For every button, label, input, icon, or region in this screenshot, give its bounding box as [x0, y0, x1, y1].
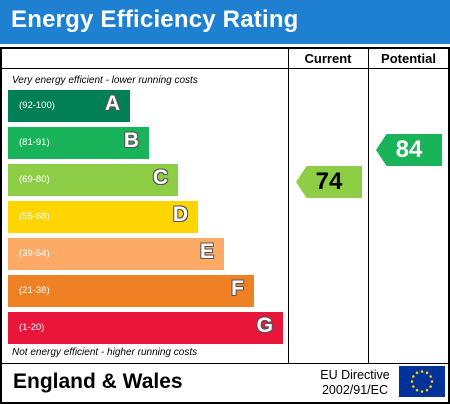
current-rating-value: 74 [315, 168, 343, 195]
band-b: (81-91) B [8, 127, 149, 159]
band-range: (55-68) [19, 211, 50, 222]
potential-rating-value: 84 [395, 136, 423, 163]
column-divider-potential [368, 47, 369, 364]
band-letter: D [172, 203, 188, 226]
header-divider [0, 68, 450, 69]
band-g: (1-20) G [8, 312, 283, 344]
band-letter: E [199, 240, 214, 263]
band-e: (39-54) E [8, 238, 224, 270]
eu-star [410, 380, 414, 383]
region-label: England & Wales [13, 370, 183, 393]
band-c: (69-80) C [8, 164, 178, 196]
title-bar: Energy Efficiency Rating [0, 0, 450, 44]
eu-star [429, 385, 432, 388]
band-letter: F [231, 277, 244, 300]
column-header-current: Current [304, 51, 352, 66]
eu-star [415, 388, 419, 392]
potential-rating-arrow: 84 [376, 134, 442, 166]
band-range: (1-20) [19, 322, 45, 333]
directive-line-1: EU Directive [320, 368, 390, 382]
eu-star [420, 390, 424, 393]
eu-star [415, 371, 419, 375]
directive-line-2: 2002/91/EC [321, 383, 389, 397]
band-a: (92-100) A [8, 90, 130, 122]
top-note: Very energy efficient - lower running co… [12, 75, 198, 86]
footer-divider [0, 363, 450, 364]
page-title: Energy Efficiency Rating [11, 6, 299, 33]
eu-star [425, 371, 429, 375]
column-header-potential: Potential [381, 51, 436, 66]
band-range: (81-91) [19, 137, 50, 148]
eu-directive: EU Directive 2002/91/EC [318, 368, 392, 398]
eu-flag-icon [399, 366, 445, 397]
band-f: (21-38) F [8, 275, 254, 307]
band-letter: B [123, 129, 139, 152]
band-range: (92-100) [19, 100, 55, 111]
band-letter: C [152, 166, 168, 189]
eu-star [412, 385, 415, 388]
bottom-note: Not energy efficient - higher running co… [12, 347, 198, 358]
band-letter: G [256, 314, 273, 337]
eu-star [425, 388, 429, 392]
band-d: (55-68) D [8, 201, 198, 233]
eu-star [430, 380, 434, 383]
band-range: (21-38) [19, 285, 50, 296]
eu-star [429, 375, 432, 378]
band-letter: A [104, 92, 120, 115]
band-range: (39-54) [19, 248, 50, 259]
band-range: (69-80) [19, 174, 50, 185]
current-rating-arrow: 74 [296, 166, 362, 198]
eu-star [420, 370, 424, 373]
eu-star [412, 375, 415, 378]
column-divider-current [288, 47, 289, 364]
